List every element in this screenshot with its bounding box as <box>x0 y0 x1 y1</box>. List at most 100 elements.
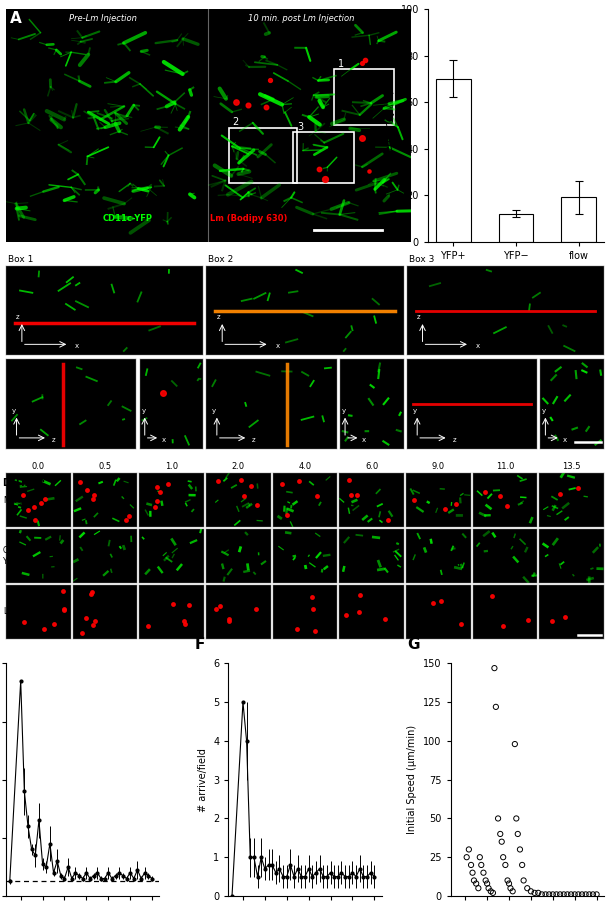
Point <box>584 887 594 901</box>
Text: Box 2: Box 2 <box>209 255 234 264</box>
Text: 1.0: 1.0 <box>165 462 178 472</box>
Point <box>573 887 583 901</box>
Bar <box>436 79 470 242</box>
Text: 4.0: 4.0 <box>298 462 312 472</box>
Text: x: x <box>75 343 79 349</box>
Point <box>468 865 478 880</box>
Point <box>544 887 554 901</box>
Text: x: x <box>162 437 166 443</box>
Point <box>488 886 498 900</box>
Text: 11.0: 11.0 <box>496 462 514 472</box>
Point <box>493 811 503 825</box>
Point <box>533 886 543 900</box>
Point <box>526 884 536 899</box>
Text: z: z <box>217 314 220 320</box>
Text: y: y <box>12 408 16 414</box>
Text: 1: 1 <box>338 59 344 69</box>
Point <box>570 887 580 901</box>
Text: x: x <box>476 343 480 349</box>
Point <box>515 843 525 857</box>
Point <box>581 887 590 901</box>
Point <box>481 873 490 888</box>
Point <box>466 858 476 872</box>
Point <box>504 876 514 891</box>
Bar <box>561 197 596 242</box>
Text: x: x <box>362 437 367 443</box>
Text: y: y <box>212 408 217 414</box>
Point <box>588 887 598 901</box>
Point <box>537 887 547 901</box>
Point <box>510 737 520 751</box>
Bar <box>499 214 533 242</box>
Point <box>498 850 508 864</box>
Text: F: F <box>195 637 205 652</box>
Point <box>508 884 517 899</box>
Y-axis label: # arrive/field: # arrive/field <box>198 748 207 812</box>
Point <box>506 881 515 895</box>
Text: z: z <box>453 437 456 443</box>
Point <box>476 858 486 872</box>
Text: 0.0: 0.0 <box>32 462 45 472</box>
Text: G: G <box>407 637 420 652</box>
Point <box>503 873 512 888</box>
Point <box>559 887 569 901</box>
Point <box>462 850 472 864</box>
Point <box>551 887 561 901</box>
Point <box>522 881 532 895</box>
Point <box>484 881 493 895</box>
Text: z: z <box>252 437 256 443</box>
Point <box>472 876 481 891</box>
Point <box>491 700 501 714</box>
Y-axis label: Frequency (%): Frequency (%) <box>385 90 395 160</box>
Point <box>464 843 474 857</box>
Point <box>566 887 576 901</box>
Point <box>518 873 528 888</box>
Point <box>592 887 601 901</box>
Text: 0.5: 0.5 <box>99 462 112 472</box>
Point <box>517 858 527 872</box>
Point <box>490 661 500 675</box>
Text: Box 1: Box 1 <box>8 255 34 264</box>
Point <box>469 873 479 888</box>
Text: Lm (Bodipy 630): Lm (Bodipy 630) <box>210 214 287 223</box>
Text: z: z <box>417 314 420 320</box>
Text: 10 min. post Lm Injection: 10 min. post Lm Injection <box>248 14 354 23</box>
Point <box>483 876 492 891</box>
Text: z: z <box>52 437 56 443</box>
Point <box>497 834 506 849</box>
Text: 6.0: 6.0 <box>365 462 378 472</box>
Text: 13.5: 13.5 <box>562 462 581 472</box>
Point <box>513 826 523 841</box>
Text: 9.0: 9.0 <box>432 462 445 472</box>
Text: Merge: Merge <box>3 496 27 505</box>
Point <box>475 850 485 864</box>
Point <box>548 887 558 901</box>
Point <box>486 884 496 899</box>
Text: y: y <box>342 408 346 414</box>
Point <box>555 887 565 901</box>
Point <box>511 811 521 825</box>
Y-axis label: Initial Speed (μm/min): Initial Speed (μm/min) <box>407 725 417 834</box>
Text: 2: 2 <box>232 118 239 128</box>
Point <box>495 826 505 841</box>
Text: z: z <box>16 314 20 320</box>
Point <box>577 887 587 901</box>
Point <box>540 887 550 901</box>
Text: D Time:: D Time: <box>3 478 45 488</box>
Text: Pre-Lm Injection: Pre-Lm Injection <box>70 14 137 23</box>
Text: y: y <box>412 408 417 414</box>
Point <box>562 887 572 901</box>
Point <box>479 865 489 880</box>
Point <box>500 858 510 872</box>
Text: Box 3: Box 3 <box>409 255 434 264</box>
Text: 2.0: 2.0 <box>232 462 245 472</box>
Text: CD11c-YFP: CD11c-YFP <box>102 214 152 223</box>
Text: A: A <box>10 12 22 26</box>
Text: y: y <box>542 408 546 414</box>
Text: CD11c-
YFP: CD11c- YFP <box>3 547 31 566</box>
Text: Lm-RFP: Lm-RFP <box>3 607 32 616</box>
Point <box>529 886 539 900</box>
Point <box>473 881 483 895</box>
Text: x: x <box>276 343 279 349</box>
Text: x: x <box>562 437 567 443</box>
